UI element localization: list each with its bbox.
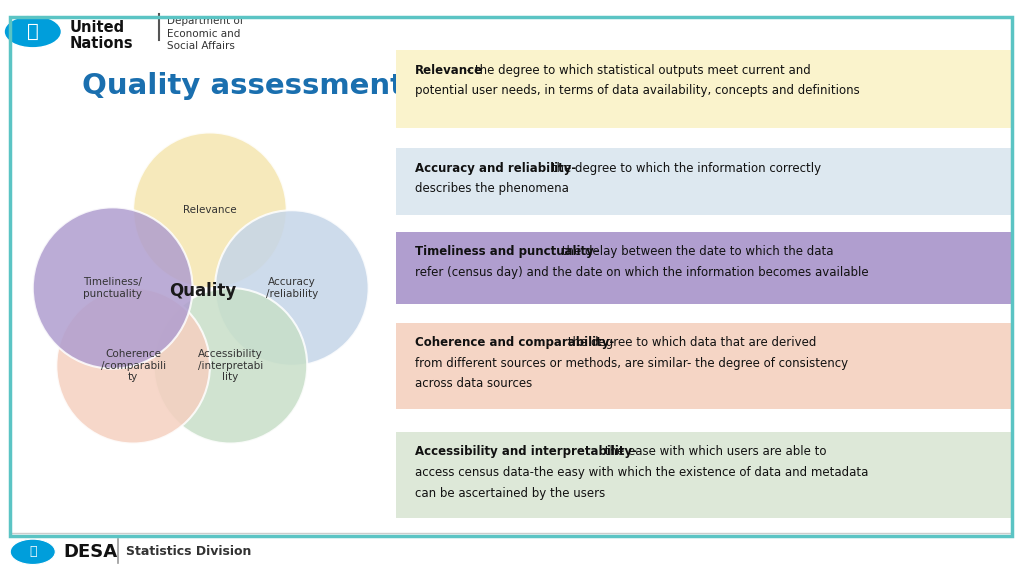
Text: can be ascertained by the users: can be ascertained by the users (415, 487, 605, 500)
Text: from different sources or methods, are similar- the degree of consistency: from different sources or methods, are s… (415, 357, 848, 370)
Text: Accuracy and reliability-: Accuracy and reliability- (415, 161, 575, 175)
Text: potential user needs, in terms of data availability, concepts and definitions: potential user needs, in terms of data a… (415, 85, 859, 97)
Text: 🌐: 🌐 (27, 22, 39, 41)
Text: Department of
Economic and
Social Affairs: Department of Economic and Social Affair… (167, 16, 244, 51)
Circle shape (10, 539, 55, 564)
Ellipse shape (56, 288, 210, 444)
Text: the ease with which users are able to: the ease with which users are able to (601, 445, 826, 458)
Text: describes the phenomena: describes the phenomena (415, 182, 568, 195)
Text: Timeliness/
punctuality: Timeliness/ punctuality (83, 277, 142, 299)
Text: Coherence and comparability-: Coherence and comparability- (415, 336, 614, 349)
Text: Relevance: Relevance (183, 205, 237, 215)
Text: DESA: DESA (63, 543, 118, 561)
Circle shape (4, 16, 61, 48)
Text: Timeliness and punctuality-: Timeliness and punctuality- (415, 245, 598, 258)
Ellipse shape (33, 207, 193, 369)
Text: the delay between the date to which the data: the delay between the date to which the … (558, 245, 834, 258)
Text: refer (census day) and the date on which the information becomes available: refer (census day) and the date on which… (415, 266, 868, 279)
Text: Statistics Division: Statistics Division (126, 545, 251, 558)
Text: the degree to which the information correctly: the degree to which the information corr… (548, 161, 821, 175)
Ellipse shape (133, 132, 287, 288)
FancyBboxPatch shape (396, 323, 1011, 409)
Text: Quality: Quality (169, 282, 237, 300)
Text: United
Nations: United Nations (70, 20, 133, 51)
FancyBboxPatch shape (396, 149, 1011, 214)
Text: Quality assessment dimensions: Quality assessment dimensions (82, 72, 601, 100)
Text: across data sources: across data sources (415, 377, 532, 391)
Text: Relevance: Relevance (415, 64, 483, 77)
Text: 🌐: 🌐 (29, 545, 37, 558)
FancyBboxPatch shape (396, 432, 1011, 518)
Text: the degree to which data that are derived: the degree to which data that are derive… (564, 336, 816, 349)
Ellipse shape (215, 210, 369, 366)
Text: - the degree to which statistical outputs meet current and: - the degree to which statistical output… (463, 64, 810, 77)
Ellipse shape (154, 288, 307, 444)
Text: Coherence
/comparabili
ty: Coherence /comparabili ty (100, 349, 166, 382)
Text: Accessibility and interpretability-: Accessibility and interpretability- (415, 445, 637, 458)
FancyBboxPatch shape (396, 232, 1011, 304)
Text: Accuracy
/reliability: Accuracy /reliability (265, 277, 318, 299)
FancyBboxPatch shape (396, 51, 1011, 128)
Text: Accessibility
/interpretabi
lity: Accessibility /interpretabi lity (198, 349, 263, 382)
Text: access census data-the easy with which the existence of data and metadata: access census data-the easy with which t… (415, 466, 868, 479)
